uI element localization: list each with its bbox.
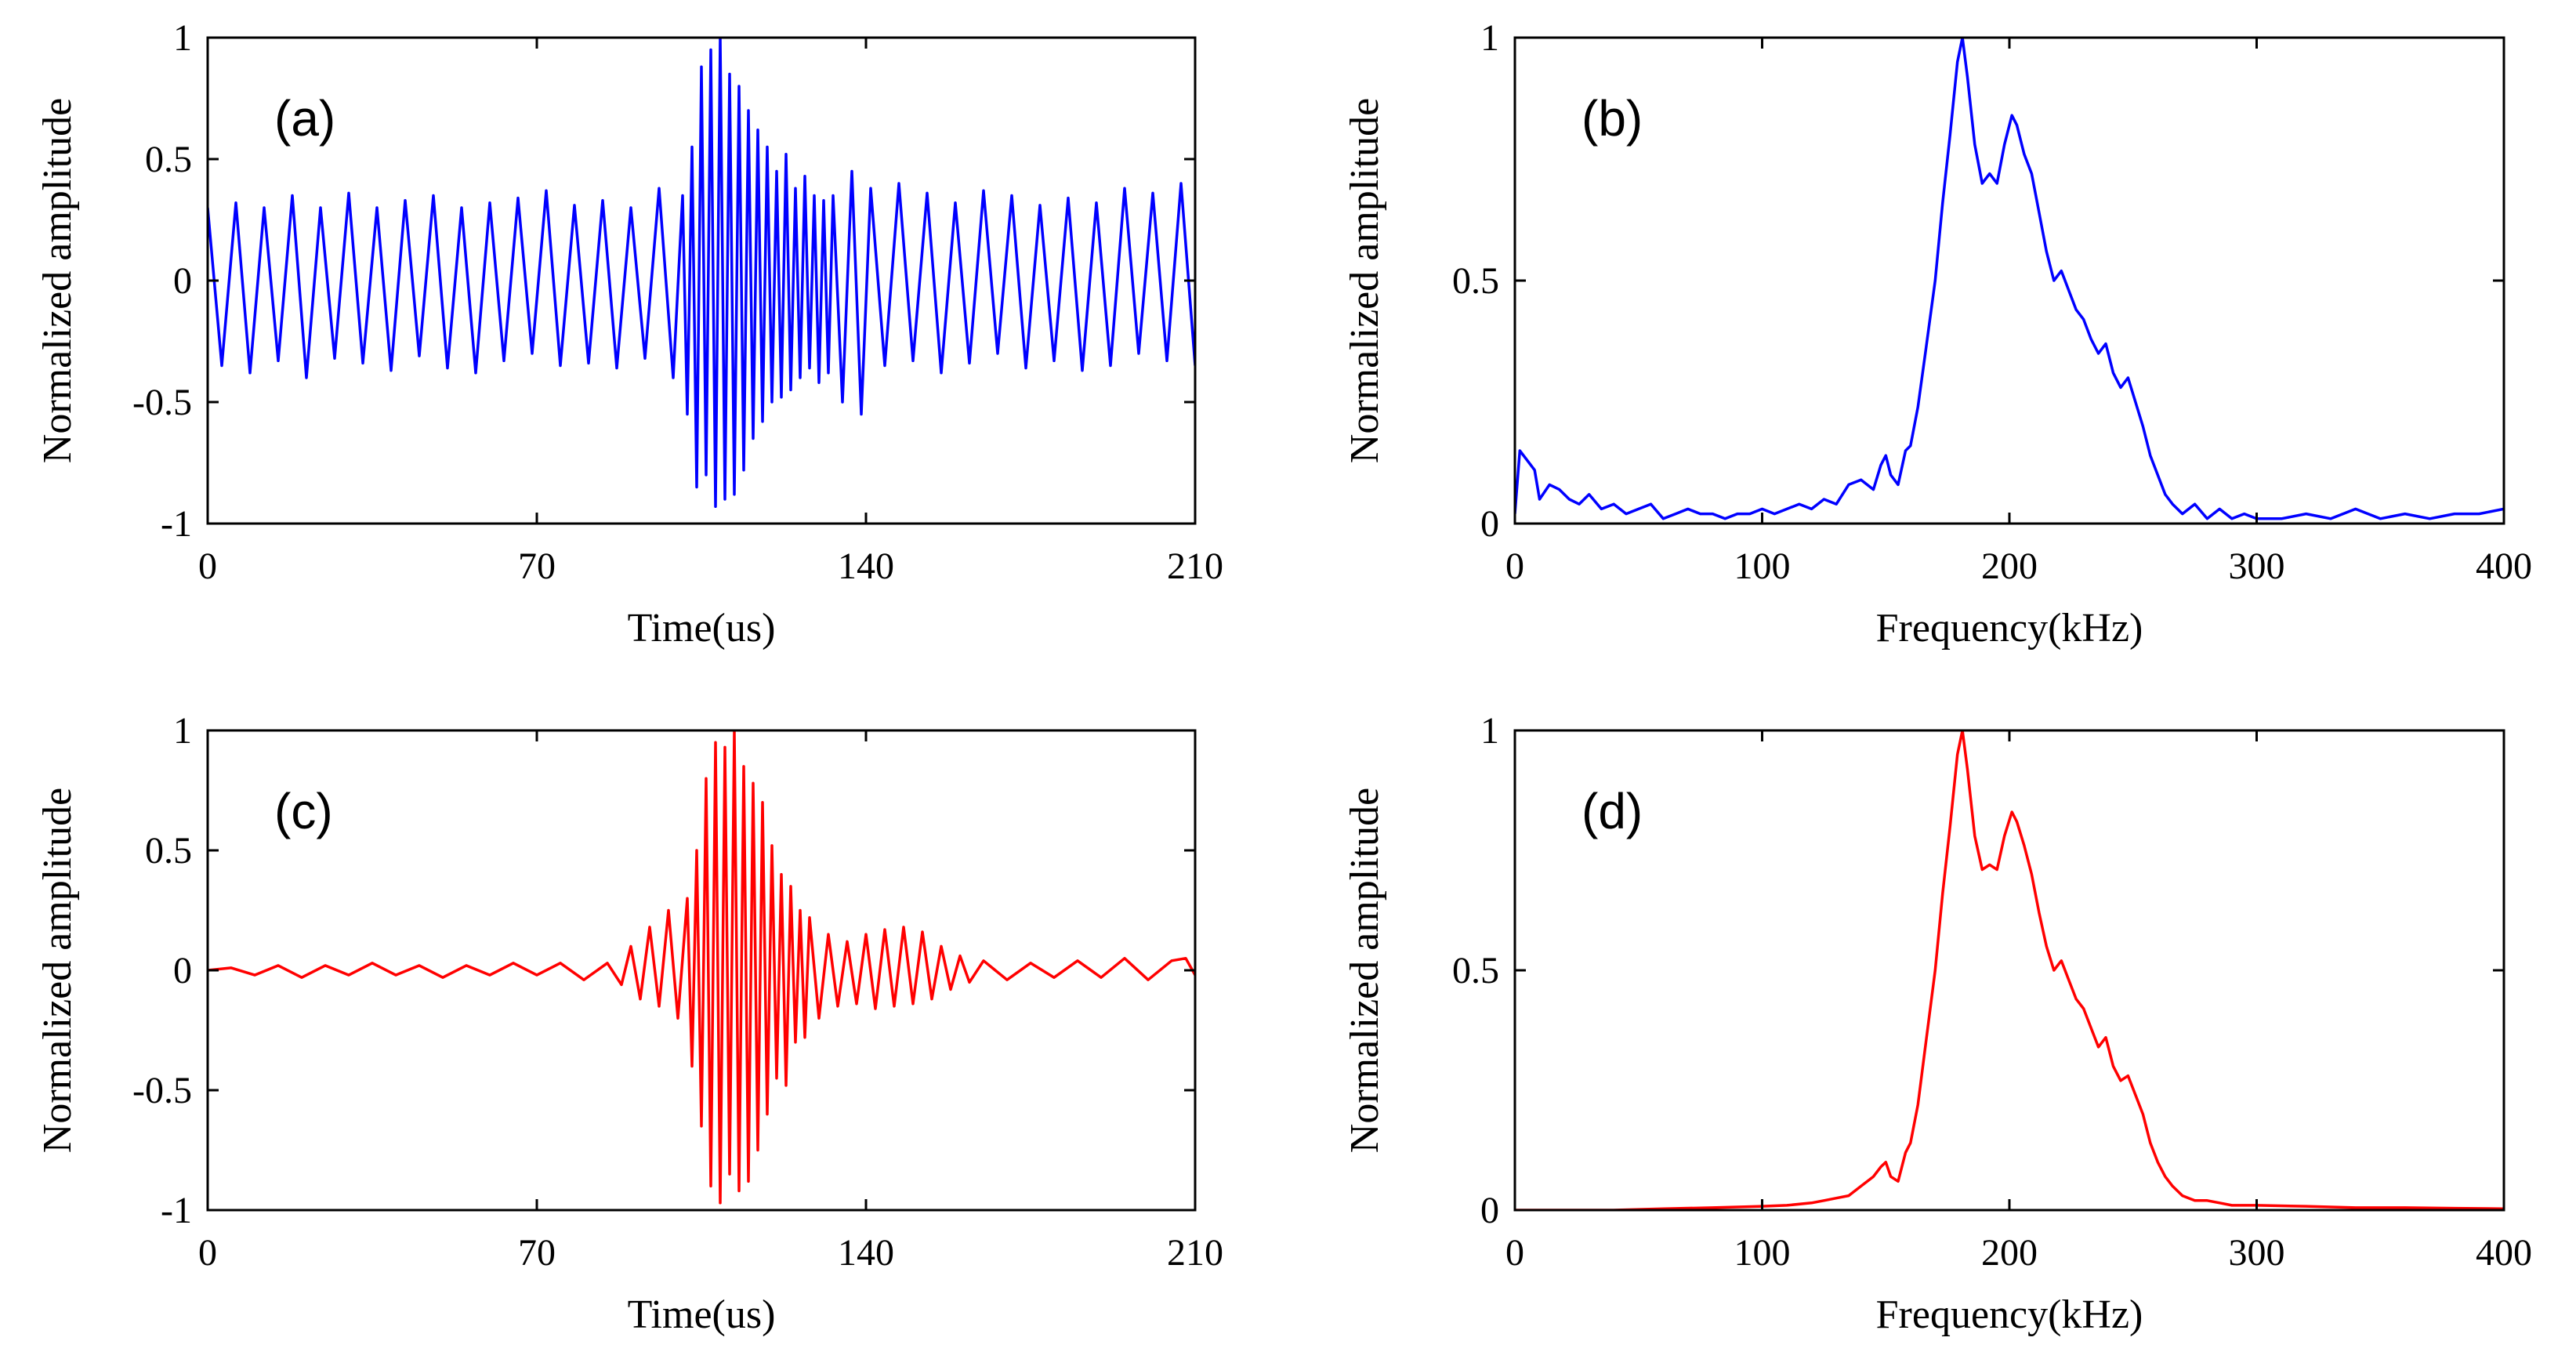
y-tick-label-c: -0.5 <box>132 1070 192 1111</box>
y-tick-label-c: -1 <box>161 1190 192 1231</box>
x-tick-label-d: 400 <box>2476 1232 2532 1274</box>
x-tick-label-b: 100 <box>1734 545 1791 587</box>
y-tick-label-a: 0 <box>173 260 192 302</box>
y-tick-label-a: 1 <box>173 17 192 59</box>
x-tick-label-c: 210 <box>1167 1232 1223 1274</box>
x-tick-label-a: 70 <box>518 545 556 587</box>
x-axis-label-b: Frequency(kHz) <box>1876 606 2143 651</box>
y-tick-label-d: 1 <box>1480 710 1499 752</box>
series-line-b-0 <box>1515 38 2504 520</box>
plot-frame-b <box>1513 36 2505 525</box>
x-tick-label-d: 100 <box>1734 1232 1791 1274</box>
x-tick-label-d: 0 <box>1505 1232 1524 1274</box>
y-tick-label-c: 1 <box>173 710 192 752</box>
series-line-c-0 <box>208 730 1195 1205</box>
x-tick-label-d: 200 <box>1981 1232 2038 1274</box>
y-tick-label-d: 0.5 <box>1452 950 1499 991</box>
panel-label-d: (d) <box>1581 783 1643 839</box>
y-tick-label-b: 1 <box>1480 17 1499 59</box>
panel-label-b: (b) <box>1581 90 1643 147</box>
x-tick-label-b: 0 <box>1505 545 1524 587</box>
x-tick-label-a: 140 <box>838 545 894 587</box>
panel-b: 0 100 200 300 400 0 0.5 1 Frequency(kHz) Normaliz… <box>1342 17 2532 651</box>
x-tick-label-b: 200 <box>1981 545 2038 587</box>
panel-d: 0 100 200 300 400 0 0.5 1 Frequency(kHz) Normaliz… <box>1342 710 2532 1337</box>
x-axis-label-d: Frequency(kHz) <box>1876 1292 2143 1337</box>
y-tick-label-a: -1 <box>161 503 192 545</box>
y-axis-label-c: Normalized amplitude <box>35 788 80 1153</box>
x-tick-label-b: 300 <box>2229 545 2285 587</box>
panel-a: 0 70 140 210 -1 -0.5 0 0.5 1 Time(us) Normalized a… <box>35 17 1223 651</box>
panel-c: 0 70 140 210 -1 -0.5 0 0.5 1 Time(us) Normalized a… <box>35 710 1223 1337</box>
x-axis-label-c: Time(us) <box>628 1292 776 1337</box>
y-axis-label-a: Normalized amplitude <box>35 98 80 463</box>
y-tick-label-a: 0.5 <box>145 139 192 180</box>
x-tick-label-c: 0 <box>198 1232 217 1274</box>
plot-frame-d <box>1513 729 2505 1212</box>
series-line-d-0 <box>1515 730 2504 1210</box>
y-axis-label-d: Normalized amplitude <box>1342 788 1387 1153</box>
y-tick-label-b: 0.5 <box>1452 260 1499 302</box>
y-tick-label-a: -0.5 <box>132 382 192 423</box>
panel-label-a: (a) <box>274 90 335 147</box>
y-tick-label-b: 0 <box>1480 503 1499 545</box>
y-axis-label-b: Normalized amplitude <box>1342 98 1387 463</box>
x-tick-label-c: 140 <box>838 1232 894 1274</box>
series-line-a-0 <box>208 38 1195 509</box>
y-tick-label-d: 0 <box>1480 1190 1499 1231</box>
y-tick-label-c: 0 <box>173 950 192 991</box>
x-tick-label-c: 70 <box>518 1232 556 1274</box>
y-tick-label-c: 0.5 <box>145 830 192 872</box>
x-tick-label-d: 300 <box>2229 1232 2285 1274</box>
x-tick-label-a: 0 <box>198 545 217 587</box>
x-tick-label-a: 210 <box>1167 545 1223 587</box>
x-tick-label-b: 400 <box>2476 545 2532 587</box>
panel-label-c: (c) <box>274 783 333 839</box>
x-axis-label-a: Time(us) <box>628 606 776 651</box>
